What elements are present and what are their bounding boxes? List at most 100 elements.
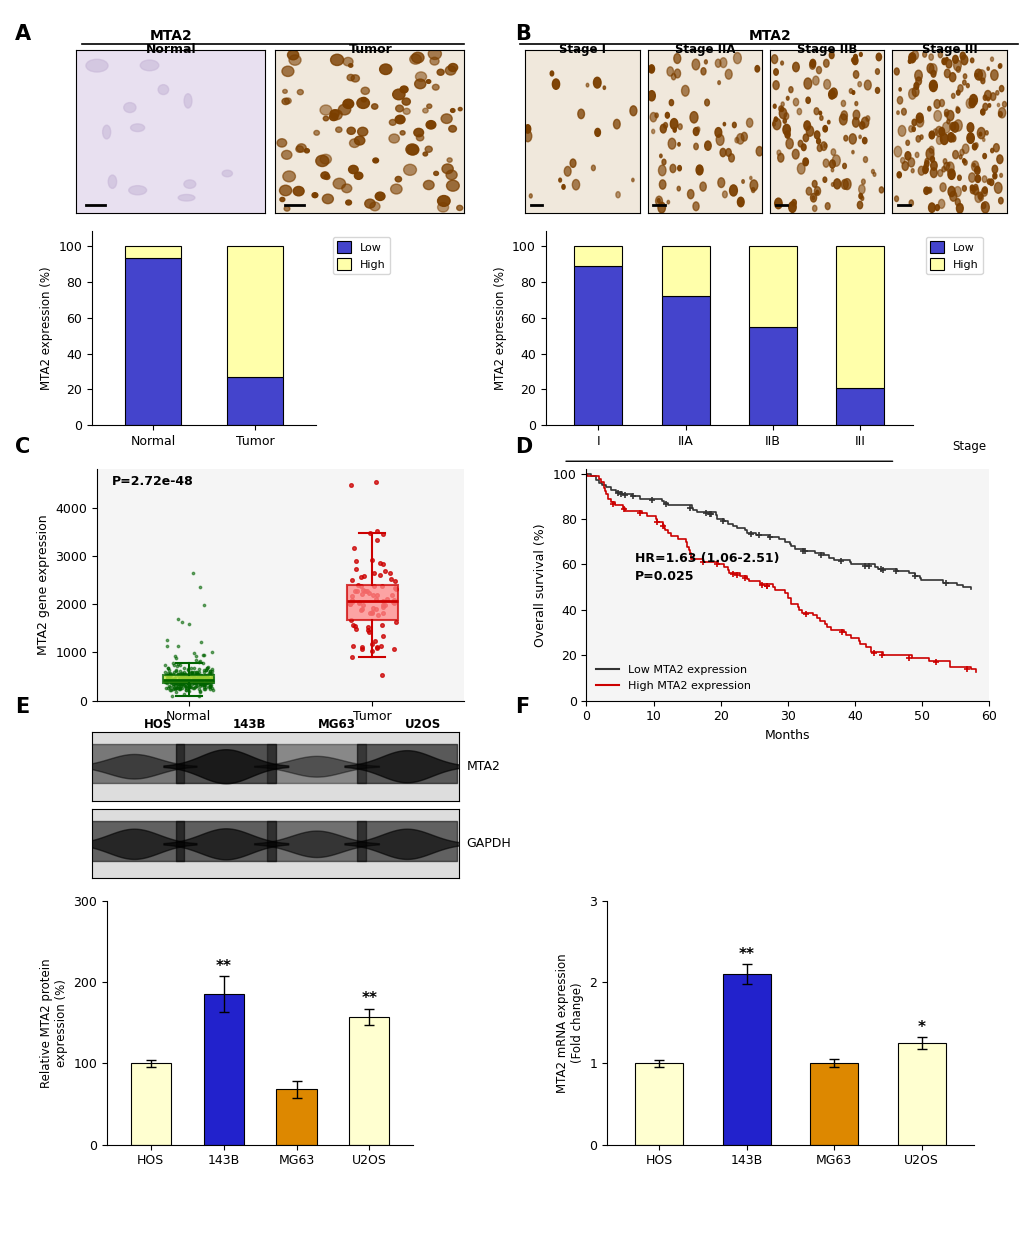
Bar bbox=[276, 1090, 316, 1145]
Point bbox=[169, 672, 185, 692]
Circle shape bbox=[938, 100, 944, 106]
Circle shape bbox=[943, 159, 946, 164]
Circle shape bbox=[994, 183, 1001, 194]
Point bbox=[166, 673, 182, 693]
Circle shape bbox=[982, 95, 986, 100]
Point bbox=[159, 664, 175, 684]
Point bbox=[354, 637, 370, 657]
Text: MTA2: MTA2 bbox=[748, 29, 791, 43]
Point bbox=[361, 583, 377, 603]
Point bbox=[181, 667, 198, 687]
Point bbox=[186, 668, 203, 688]
Circle shape bbox=[936, 170, 942, 176]
Point bbox=[191, 669, 207, 689]
Point bbox=[203, 674, 219, 694]
Point bbox=[366, 577, 382, 597]
Circle shape bbox=[788, 201, 796, 213]
Circle shape bbox=[813, 186, 819, 195]
Point bbox=[373, 664, 389, 684]
Point bbox=[179, 671, 196, 691]
Circle shape bbox=[928, 146, 933, 154]
Point bbox=[179, 664, 196, 684]
Y-axis label: MTA2 gene expression: MTA2 gene expression bbox=[37, 514, 50, 656]
Circle shape bbox=[407, 145, 419, 155]
Circle shape bbox=[861, 118, 868, 128]
Text: Normal: Normal bbox=[146, 43, 197, 55]
Point bbox=[178, 676, 195, 696]
Circle shape bbox=[323, 116, 328, 121]
Point bbox=[192, 671, 208, 691]
Y-axis label: Relative MTA2 protein
expression (%): Relative MTA2 protein expression (%) bbox=[40, 958, 68, 1087]
Point bbox=[169, 609, 185, 629]
Circle shape bbox=[658, 165, 665, 175]
Point bbox=[204, 659, 220, 679]
Circle shape bbox=[940, 183, 946, 191]
Circle shape bbox=[445, 66, 455, 75]
Circle shape bbox=[858, 185, 864, 194]
Circle shape bbox=[911, 119, 916, 125]
Point bbox=[193, 666, 209, 686]
Circle shape bbox=[333, 178, 345, 189]
Text: **: ** bbox=[215, 958, 231, 973]
Circle shape bbox=[854, 101, 857, 105]
Bar bbox=[635, 1063, 683, 1145]
Point bbox=[161, 677, 177, 697]
Circle shape bbox=[861, 179, 864, 184]
Point bbox=[173, 671, 190, 691]
Point bbox=[174, 667, 191, 687]
Point bbox=[189, 668, 205, 688]
Point bbox=[180, 677, 197, 697]
Circle shape bbox=[426, 120, 435, 129]
Circle shape bbox=[735, 138, 738, 143]
Point bbox=[198, 672, 214, 692]
Circle shape bbox=[786, 139, 793, 149]
Circle shape bbox=[991, 173, 996, 179]
Circle shape bbox=[927, 203, 934, 213]
Circle shape bbox=[951, 94, 954, 99]
Point bbox=[162, 668, 178, 688]
Point bbox=[169, 636, 185, 656]
Circle shape bbox=[896, 111, 899, 114]
Circle shape bbox=[963, 160, 966, 165]
Circle shape bbox=[982, 104, 987, 110]
Circle shape bbox=[687, 190, 693, 199]
Point bbox=[179, 671, 196, 691]
Circle shape bbox=[524, 130, 531, 141]
Circle shape bbox=[335, 128, 341, 133]
Circle shape bbox=[949, 191, 956, 201]
Text: GAPDH: GAPDH bbox=[466, 837, 511, 851]
Point bbox=[169, 677, 185, 697]
Point bbox=[161, 663, 177, 683]
Point bbox=[176, 683, 193, 703]
Point bbox=[186, 668, 203, 688]
Point bbox=[172, 679, 189, 699]
Point bbox=[187, 677, 204, 697]
Circle shape bbox=[728, 154, 734, 161]
Circle shape bbox=[772, 119, 781, 130]
Circle shape bbox=[989, 58, 993, 61]
Point bbox=[384, 592, 400, 612]
Point bbox=[343, 593, 360, 613]
Point bbox=[171, 672, 187, 692]
Point bbox=[191, 686, 207, 706]
Point bbox=[193, 667, 209, 687]
Point bbox=[158, 631, 174, 651]
Circle shape bbox=[365, 199, 375, 208]
Point bbox=[171, 674, 187, 694]
Circle shape bbox=[292, 186, 304, 196]
Circle shape bbox=[806, 126, 813, 136]
Bar bbox=[227, 377, 283, 425]
Point bbox=[172, 664, 189, 684]
Circle shape bbox=[822, 178, 826, 183]
Point bbox=[165, 678, 181, 698]
Circle shape bbox=[394, 176, 401, 181]
Point bbox=[171, 668, 187, 688]
Point bbox=[367, 589, 383, 609]
Point bbox=[202, 676, 218, 696]
Point bbox=[187, 664, 204, 684]
Circle shape bbox=[304, 149, 309, 153]
Point bbox=[158, 672, 174, 692]
Point bbox=[171, 656, 187, 676]
Point bbox=[346, 582, 363, 602]
Point bbox=[177, 679, 194, 699]
